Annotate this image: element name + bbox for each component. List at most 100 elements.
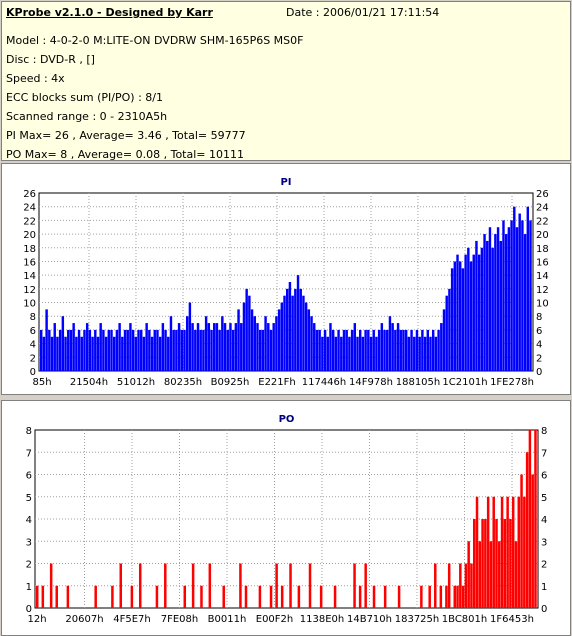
po-bar bbox=[397, 585, 401, 608]
pi-x-tick-label: 85h bbox=[32, 377, 51, 388]
pi-bar bbox=[83, 329, 86, 371]
pi-bar bbox=[350, 329, 354, 371]
pi-bar bbox=[148, 329, 151, 371]
pi-bar bbox=[169, 316, 173, 371]
pi-bar bbox=[434, 336, 438, 371]
pi-bar bbox=[461, 268, 465, 371]
po-x-tick-label: 20607h bbox=[65, 614, 103, 625]
pi-bar bbox=[234, 323, 238, 371]
pi-bar bbox=[377, 329, 381, 371]
pi-bar bbox=[413, 336, 416, 371]
po-chart-panel: PO 0 0 1 1 2 2 3 3 4 4 5 5 6 6 7 7 8 8 12h 20607h 4F5E7h 7FE08… bbox=[1, 400, 571, 636]
pi-bar bbox=[440, 323, 443, 371]
pi-bar bbox=[510, 220, 513, 371]
pi-bar bbox=[134, 336, 138, 371]
pi-bar bbox=[58, 329, 62, 371]
pi-bar bbox=[256, 323, 259, 371]
pi-bar bbox=[156, 329, 159, 371]
pi-x-tick-label: 14F978h bbox=[349, 377, 393, 388]
pi-bar bbox=[142, 336, 146, 371]
info-scanned-range: Scanned range : 0 - 2310A5h bbox=[6, 110, 168, 123]
pi-y-tick-label-left: 2 bbox=[30, 353, 36, 364]
pi-bar bbox=[375, 336, 378, 371]
pi-bar bbox=[472, 254, 475, 371]
pi-y-tick-label-right: 10 bbox=[536, 299, 549, 310]
pi-bar bbox=[450, 268, 454, 371]
po-bar bbox=[523, 496, 526, 608]
po-bar bbox=[49, 563, 53, 608]
pi-bar bbox=[345, 329, 348, 371]
pi-y-tick-label-left: 0 bbox=[30, 367, 36, 378]
po-x-tick-label: E00F2h bbox=[256, 614, 294, 625]
po-bar bbox=[36, 585, 39, 608]
pi-y-tick-label-right: 0 bbox=[536, 367, 542, 378]
pi-bar bbox=[107, 329, 111, 371]
pi-bar bbox=[410, 329, 413, 371]
po-bar bbox=[498, 541, 501, 608]
pi-bar bbox=[469, 261, 473, 371]
pi-bar bbox=[486, 240, 489, 371]
po-bar bbox=[445, 585, 448, 608]
po-bar bbox=[191, 563, 195, 608]
po-y-tick-label-left: 1 bbox=[26, 582, 32, 593]
pi-bar bbox=[161, 323, 165, 371]
po-bar bbox=[528, 430, 532, 608]
pi-bar bbox=[291, 295, 294, 371]
pi-y-tick-label-right: 20 bbox=[536, 230, 549, 241]
po-bar bbox=[484, 519, 487, 608]
pi-bar bbox=[110, 329, 113, 371]
pi-bar bbox=[329, 323, 332, 371]
pi-y-tick-label-right: 8 bbox=[536, 312, 542, 323]
pi-bar bbox=[240, 323, 243, 371]
pi-bar bbox=[231, 329, 235, 371]
po-bar bbox=[506, 496, 509, 608]
po-bar bbox=[453, 585, 456, 608]
pi-bar bbox=[69, 329, 73, 371]
pi-bar bbox=[296, 275, 300, 371]
po-bar bbox=[353, 563, 356, 608]
po-bar bbox=[280, 585, 284, 608]
po-x-tick-label: 1138E0h bbox=[300, 614, 344, 625]
pi-bar bbox=[145, 323, 148, 371]
pi-bar bbox=[342, 329, 346, 371]
po-bar bbox=[503, 519, 507, 608]
pi-bar bbox=[50, 336, 54, 371]
po-y-tick-label-left: 6 bbox=[26, 471, 32, 482]
pi-bar bbox=[80, 336, 83, 371]
po-bar bbox=[525, 452, 529, 608]
pi-bar bbox=[369, 336, 373, 371]
pi-bar bbox=[358, 329, 362, 371]
pi-bar bbox=[129, 323, 132, 371]
pi-bar bbox=[250, 309, 254, 371]
po-bar bbox=[364, 563, 367, 608]
pi-bar bbox=[453, 261, 457, 371]
pi-x-tick-label: 21504h bbox=[70, 377, 108, 388]
pi-bar bbox=[229, 323, 232, 371]
pi-bar bbox=[96, 336, 100, 371]
pi-x-tick-label: 51012h bbox=[117, 377, 155, 388]
pi-bar bbox=[99, 323, 102, 371]
po-bar bbox=[289, 563, 292, 608]
pi-bar bbox=[150, 336, 154, 371]
pi-bar bbox=[237, 309, 240, 371]
po-chart: PO 0 0 1 1 2 2 3 3 4 4 5 5 6 6 7 7 8 8 12h 20607h 4F5E7h 7FE08… bbox=[26, 414, 548, 625]
pi-bar bbox=[242, 302, 246, 371]
pi-bar bbox=[180, 329, 183, 371]
po-bar bbox=[155, 585, 159, 608]
pi-y-tick-label-left: 10 bbox=[23, 299, 36, 310]
po-bar bbox=[481, 519, 484, 608]
po-y-tick-label-right: 6 bbox=[541, 471, 547, 482]
pi-bar bbox=[196, 323, 200, 371]
pi-bar bbox=[526, 206, 530, 371]
pi-bar bbox=[467, 247, 470, 371]
pi-bar bbox=[267, 323, 270, 371]
pi-bar bbox=[183, 329, 186, 371]
pi-bar bbox=[123, 329, 127, 371]
info-ecc-blocks: ECC blocks sum (PI/PO) : 8/1 bbox=[6, 91, 163, 104]
po-y-tick-label-right: 2 bbox=[541, 560, 547, 571]
po-bar bbox=[489, 541, 493, 608]
pi-bar bbox=[437, 329, 440, 371]
info-speed: Speed : 4x bbox=[6, 72, 65, 85]
pi-bar bbox=[164, 329, 167, 371]
po-bar bbox=[486, 496, 490, 608]
